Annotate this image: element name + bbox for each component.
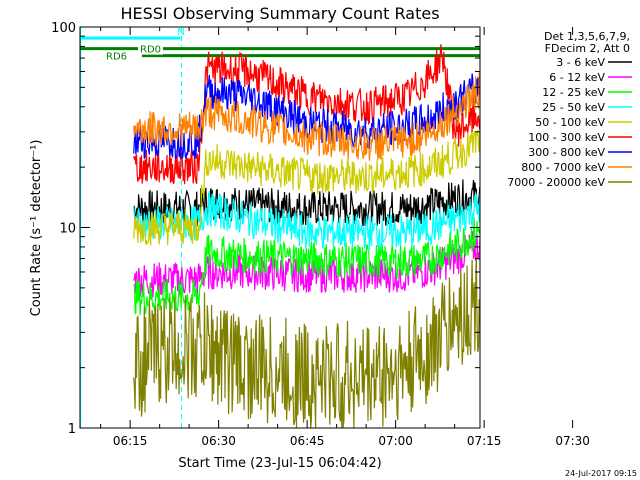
state-bar-label-2: RD0 (140, 45, 161, 56)
legend: Det 1,3,5,6,7,9, FDecim 2, Att 0 3 - 6 k… (507, 30, 632, 189)
y-tick-label-2: 100 (51, 21, 76, 36)
y-axis-label: Count Rate (s⁻¹ detector⁻¹) (29, 140, 44, 317)
x-tick-label-1: 06:30 (201, 434, 236, 448)
legend-label-0: 3 - 6 keV (556, 56, 605, 69)
series-line-8 (133, 252, 480, 428)
legend-label-8: 7000 - 20000 keV (507, 176, 605, 189)
legend-header-line-1: Det 1,3,5,6,7,9, (544, 30, 630, 43)
axes: 06:15 06:30 06:45 07:00 07:15 07:30 1 10 100 N RD0… (51, 21, 590, 448)
x-tick-label-4: 07:15 (467, 434, 502, 448)
series-line-3 (133, 190, 480, 250)
series-line-6 (133, 73, 480, 160)
legend-label-7: 800 - 7000 keV (521, 161, 605, 174)
legend-label-3: 25 - 50 keV (542, 101, 605, 114)
legend-label-2: 12 - 25 keV (542, 86, 605, 99)
legend-label-6: 300 - 800 keV (528, 146, 605, 159)
y-tick-label-0: 1 (68, 422, 76, 437)
x-tick-label-2: 06:45 (290, 434, 325, 448)
state-bar-label-0: N (177, 27, 184, 38)
state-bar-label-3: RD6 (106, 52, 127, 63)
plot-area (80, 27, 480, 428)
series-line-7 (133, 71, 480, 161)
x-tick-label-0: 06:15 (113, 434, 148, 448)
legend-header-line-2: FDecim 2, Att 0 (545, 42, 630, 55)
legend-label-4: 50 - 100 keV (535, 116, 605, 129)
series-line-5 (133, 44, 480, 185)
x-axis-label: Start Time (23-Jul-15 06:04:42) (178, 456, 381, 471)
footer-timestamp: 24-Jul-2017 09:15 (565, 469, 637, 478)
series-line-2 (133, 217, 480, 316)
legend-label-1: 6 - 12 keV (549, 71, 605, 84)
legend-label-5: 100 - 300 keV (528, 131, 605, 144)
series-line-4 (133, 124, 480, 246)
y-tick-label-1: 10 (59, 222, 76, 237)
x-tick-label-3: 07:00 (378, 434, 413, 448)
x-tick-label-5: 07:30 (555, 434, 590, 448)
chart-title: HESSI Observing Summary Count Rates (120, 4, 439, 23)
